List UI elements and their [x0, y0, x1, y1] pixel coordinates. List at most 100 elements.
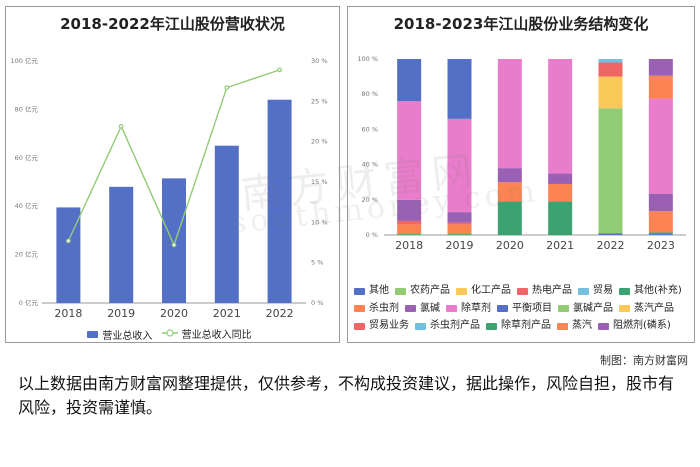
legend-label: 贸易业务: [369, 320, 409, 331]
legend-label: 杀虫剂: [369, 302, 399, 314]
stack-segment: [497, 201, 522, 235]
legend-item: 贸易: [578, 283, 613, 299]
legend-label: 其他: [369, 285, 389, 296]
stack-segment: [397, 199, 422, 221]
y-tick-label: 40 %: [361, 161, 378, 169]
y-tick-label: 20 亿元: [15, 250, 39, 259]
legend-swatch: [354, 322, 365, 330]
legend-swatch: [456, 287, 467, 295]
legend-item: 阻燃剂(磷系): [598, 318, 671, 334]
legend-label: 杀虫剂产品: [430, 320, 480, 331]
legend-swatch: [395, 287, 406, 295]
revenue-bar: [109, 186, 134, 303]
legend-label: 农药产品: [410, 285, 450, 296]
y2-tick-label: 5 %: [311, 259, 323, 267]
stack-segment: [497, 59, 522, 169]
y-tick-label: 100 亿元: [11, 56, 39, 65]
stack-segment: [548, 59, 573, 174]
stack-segment: [447, 59, 472, 119]
legend-label-yoy: 营业总收入同比: [181, 329, 252, 341]
stack-segment: [648, 59, 673, 76]
business-structure-chart-panel: 2018-2023年江山股份业务结构变化 0 % 20 % 40 % 60 % 80 %…: [347, 6, 695, 343]
legend-item: 杀虫剂产品: [415, 318, 480, 334]
stack-segment: [397, 220, 422, 225]
legend-swatch: [497, 305, 508, 312]
stack-segment: [397, 59, 422, 102]
legend-item: 平衡项目: [497, 301, 552, 317]
x-tick-label: 2020: [160, 307, 188, 320]
y2-tick-label: 30 %: [311, 57, 328, 65]
stack-segment: [648, 98, 673, 194]
x-tick-label: 2020: [496, 239, 524, 252]
x-tick-label: 2018: [54, 307, 82, 320]
stack-segment: [497, 168, 522, 183]
y2-tick-label: 15 %: [311, 178, 328, 186]
stack-segment: [497, 182, 522, 202]
stack-segment: [397, 101, 422, 200]
revenue-chart-title: 2018-2022年江山股份营收状况: [60, 15, 285, 33]
legend-label-revenue: 营业总收入: [102, 331, 153, 342]
legend-swatch: [354, 305, 365, 312]
legend-item: 除草剂: [446, 301, 491, 317]
yoy-point: [118, 123, 124, 129]
legend-label: 热电产品: [532, 285, 572, 296]
legend-swatch: [598, 322, 609, 330]
legend-item: 蒸汽: [557, 318, 592, 334]
y2-tick-label: 25 %: [311, 97, 328, 105]
legend-label: 除草剂产品: [501, 320, 551, 331]
x-tick-label: 2021: [546, 239, 574, 252]
legend-item: 化工产品: [456, 283, 511, 299]
stack-segment: [598, 108, 623, 234]
legend-label: 其他(补充): [634, 285, 682, 296]
stack-segment: [598, 233, 623, 235]
business-structure-chart-svg: 0 % 20 % 40 % 60 % 80 % 100 % 2018 2019 2020 2021…: [357, 55, 686, 252]
y-tick-label: 0 亿元: [19, 298, 39, 307]
disclaimer-text: 以上数据由南方财富网整理提供，仅供参考，不构成投资建议，据此操作，风险自担，股市…: [18, 374, 675, 417]
legend-swatch: [557, 322, 568, 330]
stack-segment: [648, 234, 673, 235]
x-tick-label: 2019: [446, 239, 474, 252]
y-tick-label: 80 %: [361, 90, 378, 98]
y-tick-label: 20 %: [361, 196, 378, 204]
legend-swatch-revenue: [87, 331, 99, 338]
legend-item: 热电产品: [517, 283, 572, 299]
legend-swatch-yoy: [161, 329, 178, 337]
x-tick-label: 2018: [395, 239, 423, 252]
y-tick-label: 100 %: [357, 55, 378, 63]
legend-item: 其他: [354, 283, 389, 299]
legend-swatch: [446, 305, 457, 312]
x-tick-label: 2021: [213, 307, 241, 320]
legend-item: 杀虫剂: [354, 301, 399, 317]
legend-label: 阻燃剂(磷系): [613, 320, 671, 331]
legend-item: 其他(补充): [619, 283, 682, 299]
revenue-bar: [267, 99, 292, 303]
stack-segment: [548, 173, 573, 184]
revenue-chart-svg: 0 亿元 20 亿元 40 亿元 60 亿元 80 亿元 100 亿元 0 % 5 % 10 %…: [11, 56, 328, 320]
x-tick-label: 2022: [266, 307, 294, 320]
yoy-point: [171, 242, 177, 248]
legend-item: 氯碱: [405, 301, 440, 317]
yoy-point: [224, 85, 230, 91]
x-tick-label: 2019: [107, 307, 135, 320]
business-structure-legend: 其他 农药产品 化工产品 热电产品 贸易 其他(补充) 杀虫剂 氯碱 除草剂 平衡项目 氯碱产品蒸汽…: [354, 283, 696, 336]
legend-label: 蒸汽: [572, 320, 592, 331]
stack-segment: [447, 212, 472, 223]
stack-segment: [598, 59, 623, 63]
legend-item: 农药产品: [395, 283, 450, 299]
stack-segment: [648, 193, 673, 212]
revenue-bar: [162, 178, 186, 303]
stack-segment: [548, 201, 573, 235]
legend-item-yoy: 营业总收入同比: [161, 325, 252, 341]
stack-segment: [548, 183, 573, 202]
legend-swatch: [354, 287, 365, 295]
y2-tick-label: 20 %: [311, 138, 328, 146]
y2-tick-label: 0 %: [311, 299, 323, 307]
legend-label: 贸易: [593, 285, 613, 296]
legend-swatch: [405, 305, 416, 312]
chart-credit: 制图：南方财富网: [600, 354, 688, 367]
legend-item: 氯碱产品: [558, 301, 613, 317]
legend-item: 除草剂产品: [486, 318, 551, 334]
legend-swatch: [578, 287, 589, 295]
legend-swatch: [415, 322, 426, 330]
stack-segment: [598, 62, 623, 77]
